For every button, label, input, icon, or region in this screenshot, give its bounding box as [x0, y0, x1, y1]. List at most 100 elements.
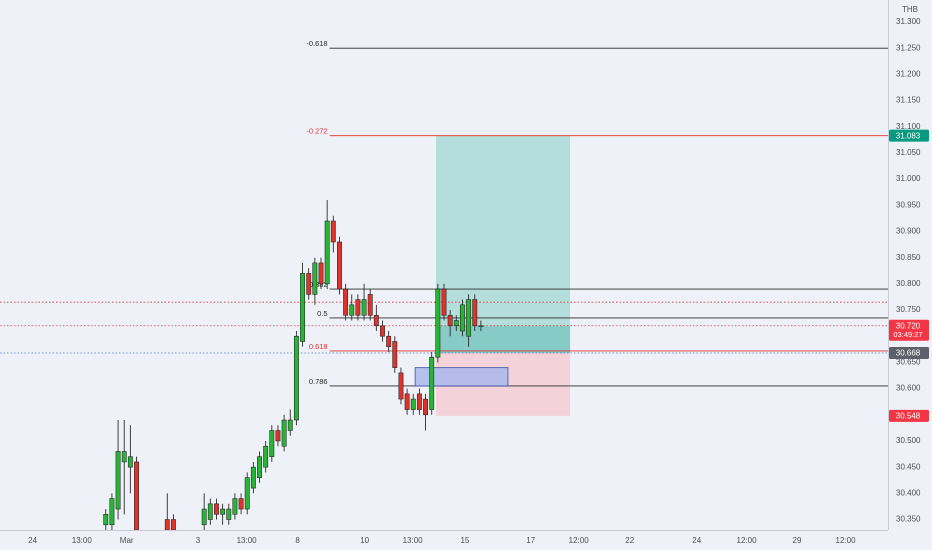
candle-body [349, 304, 355, 316]
x-tick-label: 24 [692, 536, 701, 545]
price-label-box [889, 129, 929, 142]
price-label: 30.720 [896, 321, 921, 330]
candle-body [269, 430, 275, 457]
demand-zone [414, 367, 509, 387]
y-tick-label: 31.050 [896, 148, 921, 157]
y-tick-label: 31.100 [896, 122, 921, 131]
candle-body [127, 456, 133, 468]
y-tick-label: 30.350 [896, 515, 921, 524]
candle-body [287, 419, 293, 431]
candle-body [404, 393, 410, 410]
candle-body [423, 398, 429, 416]
x-tick-label: 13:00 [72, 536, 93, 545]
price-label: 30.548 [896, 411, 921, 420]
candle-body [214, 503, 219, 515]
price-label-box [889, 409, 929, 422]
candle-body [121, 451, 127, 463]
candle-body [337, 241, 342, 290]
x-tick-label: 12:00 [737, 536, 758, 545]
candle-body [324, 220, 330, 285]
y-tick-label: 31.200 [896, 69, 921, 78]
x-tick-label: Mar [120, 536, 134, 545]
candle-body [472, 299, 478, 327]
y-tick-label: 31.150 [896, 96, 921, 105]
x-tick-label: 12:00 [569, 536, 590, 545]
y-tick-label: 31.300 [896, 17, 921, 26]
candle-body [416, 393, 422, 410]
candle-body [318, 262, 324, 285]
x-tick-label: 24 [28, 536, 37, 545]
candle-body [398, 372, 404, 400]
candle-body [257, 456, 262, 478]
fib-level-label: 0.618 [309, 342, 328, 351]
candle-body [386, 335, 392, 347]
y-tick-label: 30.900 [896, 227, 921, 236]
price-label-box [889, 346, 929, 359]
y-tick-label: 30.600 [896, 384, 921, 393]
x-tick-label: 13:00 [237, 536, 258, 545]
candle-body [343, 288, 349, 316]
candle-body [281, 419, 287, 447]
candle-body [238, 498, 244, 510]
candle-body [170, 519, 176, 530]
candle-body [441, 288, 447, 316]
candle-body [109, 498, 115, 526]
candle-body [306, 273, 312, 295]
candle-body [355, 299, 361, 316]
active-profit-zone [436, 325, 571, 353]
candle-body [367, 294, 373, 316]
y-tick-label: 31.000 [896, 174, 921, 183]
x-tick-label: 8 [295, 536, 300, 545]
fib-level-label: -0.618 [306, 39, 327, 48]
candle-body [201, 508, 207, 526]
currency-label: THB [902, 5, 918, 14]
candle-body [361, 299, 367, 316]
x-tick-label: 29 [793, 536, 802, 545]
y-tick-label: 30.800 [896, 279, 921, 288]
candle-body [459, 304, 465, 332]
y-tick-label: 30.450 [896, 462, 921, 471]
x-tick-label: 3 [196, 536, 201, 545]
candle-body [410, 398, 416, 410]
candle-body [447, 314, 453, 327]
candle-body [232, 498, 238, 515]
candle-body [373, 314, 379, 327]
candle-body [293, 335, 299, 421]
candle-body [226, 508, 232, 520]
y-tick-label: 30.500 [896, 436, 921, 445]
target-zone [436, 135, 571, 353]
price-label: 30.668 [896, 349, 921, 358]
y-tick-label: 30.750 [896, 305, 921, 314]
y-tick-label: 30.400 [896, 488, 921, 497]
y-tick-label: 30.950 [896, 200, 921, 209]
candle-body [429, 356, 435, 410]
candle-body [392, 341, 398, 368]
fib-level-label: 0.5 [317, 309, 327, 318]
price-label: 31.083 [896, 131, 921, 140]
countdown-label: 03:49:27 [893, 330, 922, 339]
price-label-box [889, 319, 929, 341]
candle-body [134, 461, 139, 530]
candle-body [115, 451, 121, 510]
candle-body [244, 477, 250, 510]
candle-body [164, 519, 170, 530]
y-tick-label: 30.650 [896, 358, 921, 367]
candle-body [275, 430, 281, 442]
x-tick-label: 15 [460, 536, 469, 545]
x-tick-label: 12:00 [836, 536, 857, 545]
x-tick-label: 22 [625, 536, 634, 545]
candle-body [435, 288, 441, 358]
y-tick-label: 31.250 [896, 43, 921, 52]
candle-body [312, 262, 318, 295]
fib-level-label: -0.272 [306, 127, 327, 136]
candle-body [300, 273, 306, 342]
axes: 30.35030.40030.45030.50030.55030.60030.6… [28, 17, 929, 545]
candle-body [380, 325, 385, 337]
x-tick-label: 13:00 [403, 536, 424, 545]
candle-body [466, 299, 472, 337]
plot-area: -0.618 -0.272 0.382 0.5 0.618 0.786 [0, 39, 888, 530]
candle-body [330, 220, 336, 243]
fib-level-label: 0.382 [309, 280, 328, 289]
candle-body [103, 513, 109, 526]
